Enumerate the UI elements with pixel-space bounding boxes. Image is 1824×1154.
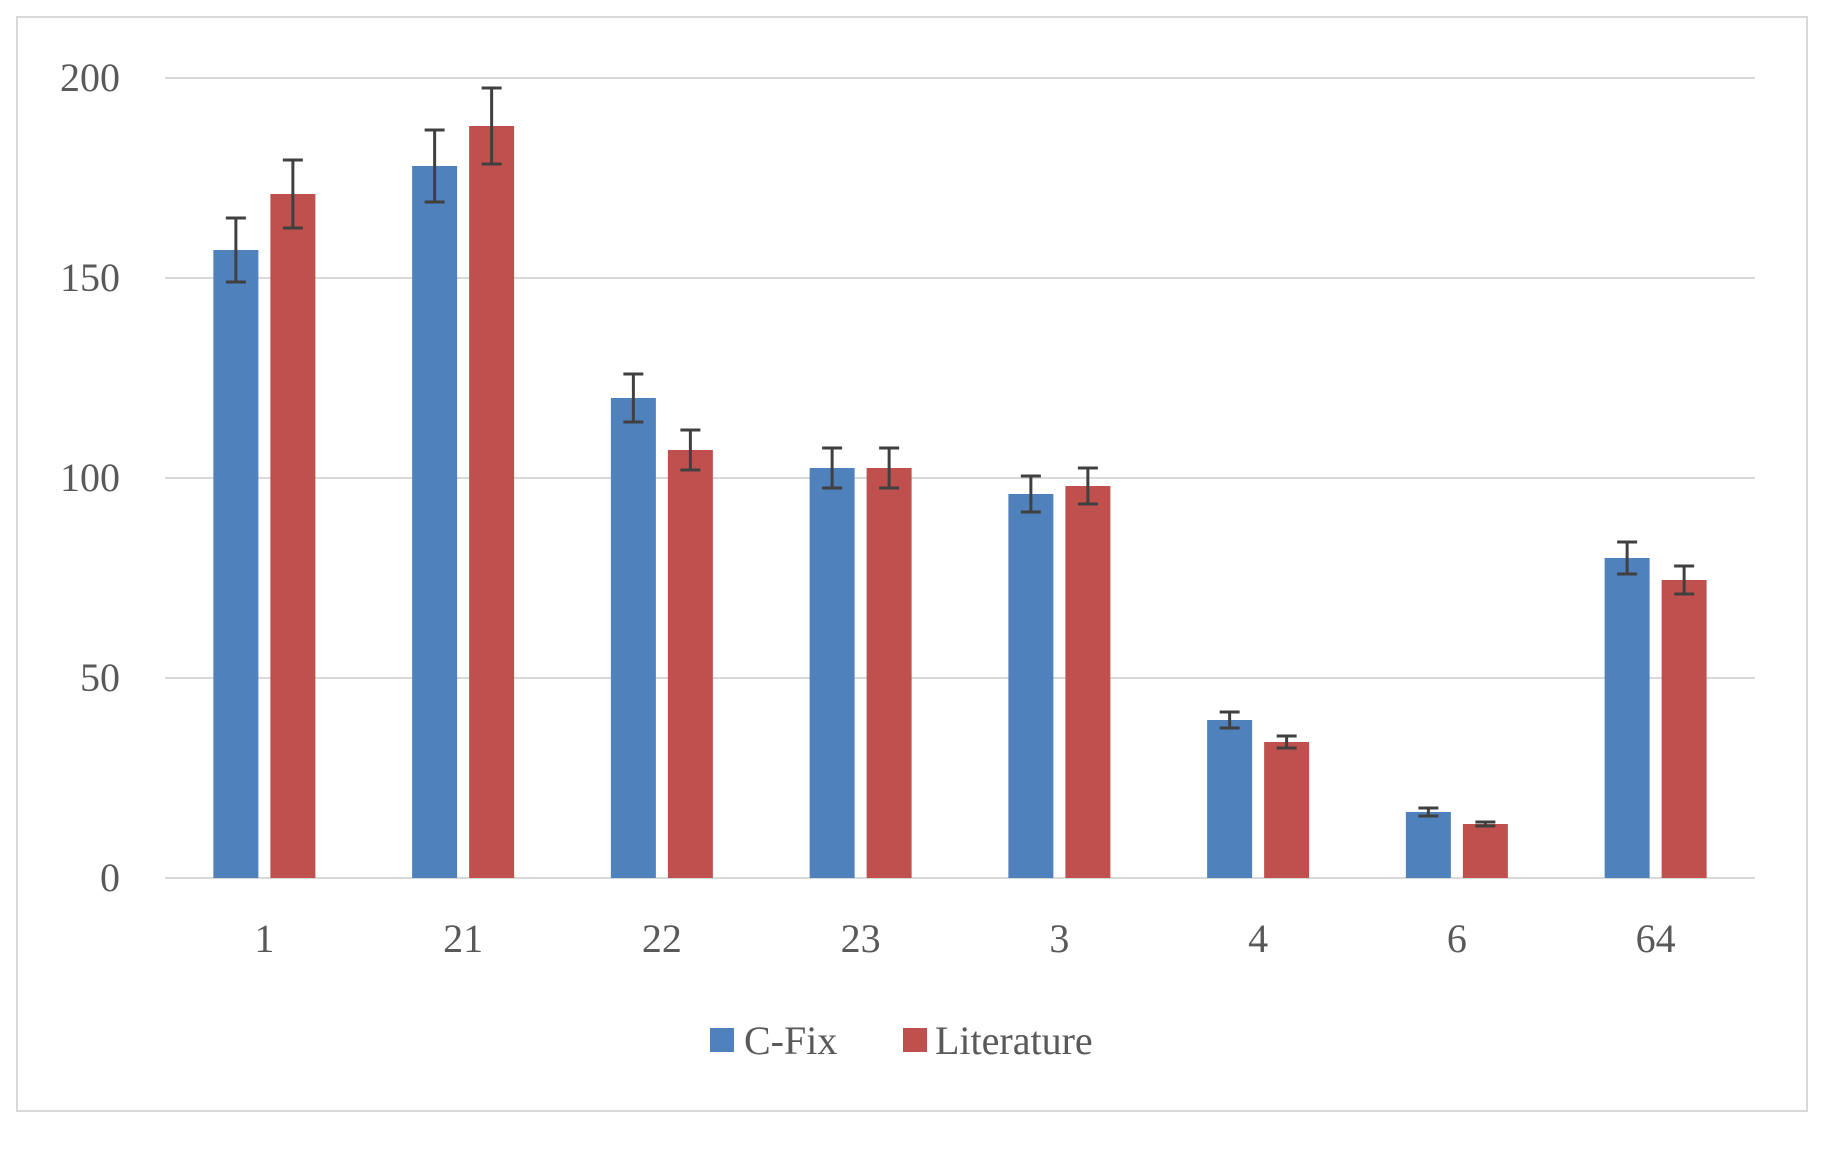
- bar-c-fix-64: [1604, 558, 1650, 878]
- x-tick-label: 1: [254, 916, 274, 961]
- bar-literature-1: [270, 194, 316, 878]
- error-bar: [1617, 540, 1638, 576]
- bar-literature-6: [1462, 824, 1508, 878]
- bar-literature-22: [667, 450, 713, 878]
- y-tick-label: 100: [60, 455, 120, 500]
- bar-c-fix-6: [1405, 812, 1451, 878]
- error-bar: [225, 216, 246, 284]
- bar-literature-4: [1264, 742, 1310, 878]
- error-bar: [481, 86, 502, 166]
- error-bar: [1475, 820, 1496, 828]
- error-bars: [225, 86, 1695, 828]
- error-bar: [424, 128, 445, 204]
- error-bar: [1077, 466, 1098, 506]
- bar-literature-23: [866, 468, 912, 878]
- error-bar: [1219, 710, 1240, 730]
- x-tick-label: 3: [1049, 916, 1069, 961]
- y-axis-ticks: 0 50 100 150 200: [60, 55, 120, 900]
- x-tick-label: 23: [841, 916, 881, 961]
- legend-swatch: [903, 1028, 927, 1052]
- error-bar: [623, 372, 644, 424]
- x-axis-ticks: 1 21 22 23 3 4 6 64: [254, 916, 1675, 961]
- legend-label: Literature: [935, 1018, 1093, 1063]
- legend: C-Fix Literature: [710, 1018, 1093, 1063]
- error-bar: [680, 428, 701, 472]
- x-tick-label: 21: [443, 916, 483, 961]
- bar-c-fix-22: [610, 398, 656, 878]
- bar-c-fix-21: [412, 166, 458, 878]
- error-bar: [1020, 474, 1041, 514]
- legend-swatch: [710, 1028, 734, 1052]
- x-tick-label: 4: [1248, 916, 1268, 961]
- bar-c-fix-4: [1207, 720, 1253, 878]
- gridlines: [165, 77, 1755, 879]
- bar-c-fix-3: [1008, 494, 1054, 878]
- x-tick-label: 64: [1636, 916, 1676, 961]
- bar-literature-21: [469, 126, 515, 878]
- y-tick-label: 150: [60, 255, 120, 300]
- legend-label: C-Fix: [744, 1018, 837, 1063]
- y-tick-label: 200: [60, 55, 120, 100]
- error-bar: [879, 446, 900, 490]
- y-tick-label: 50: [80, 655, 120, 700]
- error-bar: [282, 158, 303, 230]
- bar-c-fix-23: [809, 468, 855, 878]
- x-tick-label: 6: [1447, 916, 1467, 961]
- x-tick-label: 22: [642, 916, 682, 961]
- bars: [213, 126, 1707, 878]
- error-bar: [822, 446, 843, 490]
- error-bar: [1674, 564, 1695, 596]
- bar-c-fix-1: [213, 250, 259, 878]
- bar-literature-64: [1661, 580, 1707, 878]
- bar-literature-3: [1065, 486, 1111, 878]
- y-tick-label: 0: [100, 855, 120, 900]
- error-bar: [1418, 806, 1439, 818]
- error-bar: [1276, 734, 1297, 750]
